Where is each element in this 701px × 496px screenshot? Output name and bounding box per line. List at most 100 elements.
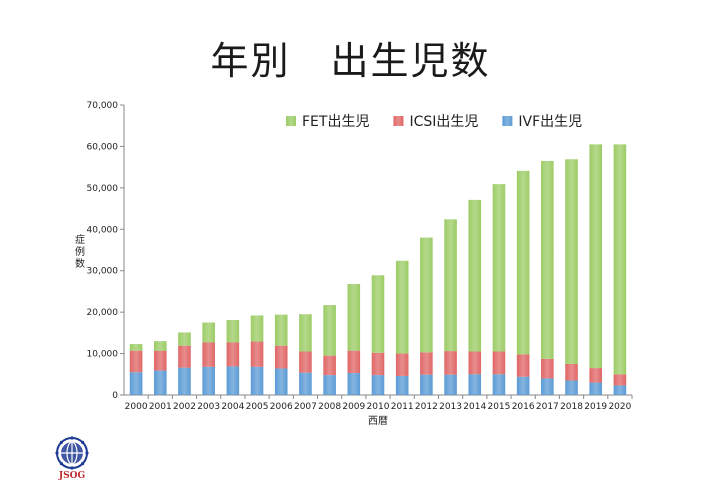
bar-segment — [395, 260, 409, 354]
chart-legend: FET出生児 ICSI出生児 IVF出生児 — [286, 114, 582, 130]
jsog-logo: JSOG — [54, 435, 90, 487]
x-tick-label: 2007 — [294, 402, 317, 412]
bar-segment — [153, 350, 167, 371]
bar-segment — [323, 305, 336, 356]
bar-segment — [420, 374, 433, 395]
y-tick-label: 40,000 — [87, 225, 119, 235]
bar-segment — [226, 320, 240, 343]
bar-segment — [371, 275, 385, 353]
legend-swatch — [286, 116, 296, 126]
x-tick-label: 2008 — [318, 402, 341, 412]
x-tick-label: 2019 — [584, 402, 607, 412]
bar-segment — [444, 351, 457, 375]
bar-segment — [347, 283, 361, 351]
bar-segment — [226, 342, 240, 367]
x-tick-label: 2020 — [608, 402, 631, 412]
legend-swatch — [393, 116, 404, 126]
legend-label: ICSI出生児 — [409, 114, 478, 130]
bar-segment — [492, 351, 506, 375]
bar-segment — [323, 375, 336, 395]
bar-segment — [347, 350, 361, 374]
bar-segment — [516, 170, 530, 355]
bar-segment — [565, 159, 578, 364]
bar-segment — [468, 199, 482, 352]
y-axis-title-char: 数 — [75, 257, 85, 270]
bar-segment — [541, 358, 554, 379]
bar-segment — [589, 368, 603, 383]
logo-text: JSOG — [58, 471, 86, 481]
x-axis-title: 西暦 — [368, 415, 388, 427]
bar-segment — [420, 352, 433, 375]
y-axis-title-char: 例 — [75, 245, 85, 258]
bar-segment — [178, 332, 191, 346]
bar-segment — [299, 372, 312, 395]
bar-segment — [516, 376, 530, 395]
bar-segment — [274, 345, 288, 369]
bar-segment — [589, 382, 603, 395]
bar-segment — [371, 375, 385, 395]
bar-segment — [541, 160, 554, 359]
x-tick-label: 2013 — [439, 402, 462, 412]
slide-title: 年別 出生児数 — [210, 39, 491, 83]
bar-segment — [444, 374, 457, 395]
bar-segment — [178, 367, 191, 395]
bar-segment — [250, 366, 264, 395]
bar-segment — [202, 366, 215, 395]
bar-segment — [589, 144, 603, 369]
bar-segment — [299, 314, 312, 352]
y-tick-label: 30,000 — [87, 267, 119, 277]
x-tick-label: 2018 — [560, 402, 583, 412]
x-tick-label: 2000 — [125, 402, 148, 412]
bar-segment — [395, 375, 409, 395]
bar-segment — [178, 345, 191, 368]
bar-segment — [516, 354, 530, 377]
y-tick-label: 10,000 — [87, 350, 119, 360]
y-tick-label: 0 — [112, 391, 118, 401]
bar-segment — [613, 374, 627, 386]
x-tick-label: 2011 — [391, 402, 414, 412]
legend-swatch — [502, 116, 513, 126]
bar-segment — [250, 341, 264, 367]
bar-segment — [420, 237, 433, 353]
y-tick-label: 20,000 — [87, 308, 119, 318]
bar-segment — [226, 366, 240, 395]
bar-segment — [274, 314, 288, 346]
bar-segment — [492, 184, 506, 352]
y-tick-label: 70,000 — [87, 101, 119, 111]
y-axis-title-char: 症 — [75, 233, 85, 246]
legend-label: FET出生児 — [302, 114, 369, 130]
bar-segment — [129, 344, 143, 351]
bar-segment — [395, 353, 409, 376]
bar-segment — [347, 373, 361, 395]
legend-label: IVF出生児 — [518, 114, 582, 130]
bar-segment — [202, 342, 215, 367]
x-tick-label: 2016 — [512, 402, 535, 412]
x-tick-label: 2004 — [221, 402, 244, 412]
bar-segment — [153, 370, 167, 395]
bar-segment — [565, 380, 578, 395]
x-tick-label: 2017 — [536, 402, 559, 412]
x-tick-label: 2005 — [246, 402, 269, 412]
x-tick-label: 2010 — [367, 402, 390, 412]
bar-segment — [299, 351, 312, 373]
bar-segment — [129, 350, 143, 373]
bar-segment — [468, 374, 482, 395]
bar-segment — [613, 385, 627, 395]
y-tick-labels: 0 10,000 20,000 30,000 40,000 50,000 60,000 70,… — [87, 101, 124, 401]
bar-segment — [202, 322, 215, 343]
bar-segment — [371, 352, 385, 376]
bar-segment — [129, 372, 143, 395]
bar-segment — [323, 355, 336, 376]
y-tick-label: 50,000 — [87, 184, 119, 194]
x-tick-label: 2015 — [487, 402, 510, 412]
x-tick-label: 2014 — [463, 402, 486, 412]
bar-segment — [444, 219, 457, 352]
bar-segment — [492, 374, 506, 395]
x-tick-label: 2012 — [415, 402, 438, 412]
chart-bars — [129, 144, 627, 395]
y-axis-title: 症例数 — [75, 233, 85, 270]
x-tick-label: 2006 — [270, 402, 293, 412]
bar-segment — [274, 368, 288, 395]
bar-segment — [153, 341, 167, 351]
